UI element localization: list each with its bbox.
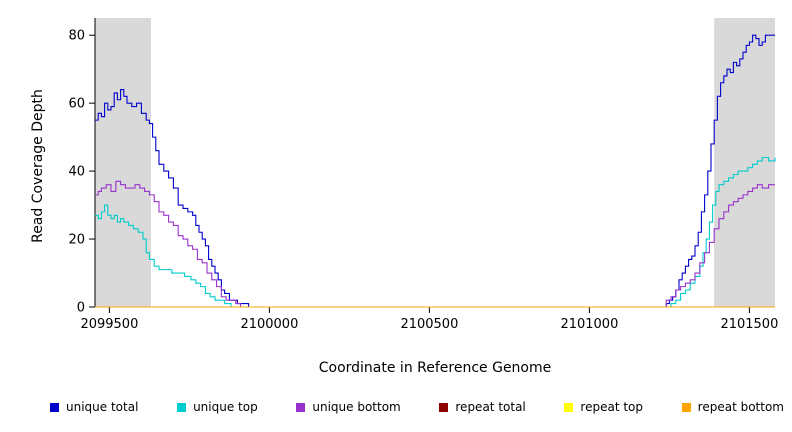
legend-item-repeat-top: repeat top	[564, 400, 643, 414]
y-tick-label: 40	[68, 165, 85, 180]
y-tick-label: 0	[77, 301, 85, 316]
legend-item-unique-top: unique top	[177, 400, 258, 414]
legend-swatch-repeat-total	[439, 402, 449, 412]
legend-swatch-repeat-bottom	[681, 402, 691, 412]
series-line-unique-top	[95, 156, 776, 308]
legend-label: unique bottom	[312, 400, 401, 414]
x-tick-label: 2100000	[240, 317, 298, 332]
legend-swatch-unique-bottom	[296, 402, 306, 412]
y-tick-label: 20	[68, 233, 85, 248]
legend-swatch-unique-top	[177, 402, 187, 412]
x-tick-label: 2100500	[400, 317, 458, 332]
legend-label: repeat top	[580, 400, 644, 414]
legend-swatch-unique-total	[50, 402, 59, 412]
legend-label: unique total	[66, 400, 139, 414]
legend-item-unique-total: unique total	[50, 400, 138, 414]
legend-swatch-repeat-top	[564, 402, 574, 412]
shaded-region	[95, 18, 151, 307]
legend: unique total unique top unique bottom re…	[50, 400, 784, 414]
y-tick-label: 80	[68, 29, 85, 44]
legend-item-repeat-total: repeat total	[439, 400, 526, 414]
y-axis-title: Read Coverage Depth	[30, 89, 46, 243]
x-tick-label: 2099500	[80, 317, 138, 332]
legend-label: unique top	[193, 400, 258, 414]
x-tick-label: 2101000	[560, 317, 618, 332]
x-tick-label: 2101500	[720, 317, 778, 332]
legend-item-repeat-bottom: repeat bottom	[681, 400, 784, 414]
legend-item-unique-bottom: unique bottom	[296, 400, 401, 414]
series-line-unique-bottom	[95, 180, 775, 308]
legend-label: repeat total	[455, 400, 526, 414]
x-axis-title: Coordinate in Reference Genome	[318, 360, 552, 376]
y-tick-label: 60	[68, 97, 85, 112]
shaded-region	[714, 18, 775, 307]
chart-svg: 0 20 40 60 80 2099500 2100000 2100500 2101000 210…	[68, 18, 778, 332]
series-line-unique-total	[95, 34, 775, 308]
legend-label: repeat bottom	[697, 400, 784, 414]
